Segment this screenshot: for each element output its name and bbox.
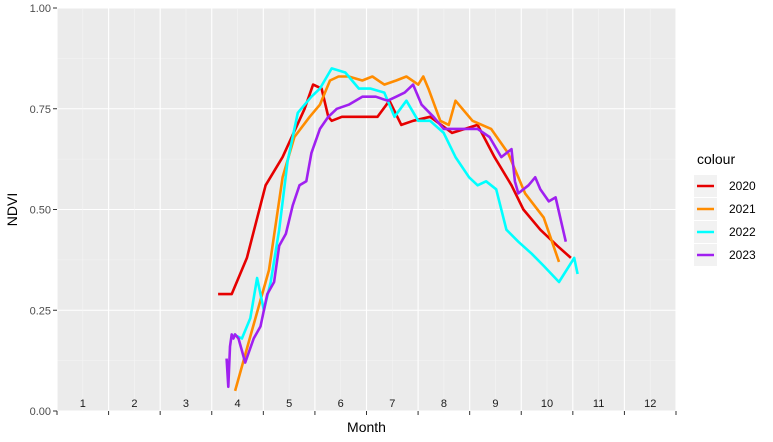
month-label: 10 bbox=[541, 398, 553, 410]
month-label: 2 bbox=[131, 398, 137, 410]
y-axis: 0.00 0.25 0.50 0.75 1.00 bbox=[30, 3, 57, 418]
legend-label: 2021 bbox=[729, 202, 756, 216]
series-line-2022 bbox=[232, 67, 579, 340]
y-tick-label: 0.25 bbox=[30, 305, 51, 317]
month-label: 12 bbox=[644, 398, 656, 410]
series-lines bbox=[218, 67, 579, 392]
x-axis bbox=[56, 411, 677, 415]
y-tick-label: 0.75 bbox=[30, 104, 51, 116]
y-tick-label: 1.00 bbox=[30, 3, 51, 15]
month-labels: 1 2 3 4 5 6 7 8 9 10 11 12 bbox=[80, 398, 657, 410]
month-label: 9 bbox=[492, 398, 498, 410]
legend-title: colour bbox=[697, 151, 735, 167]
month-label: 8 bbox=[441, 398, 447, 410]
series-line-2023 bbox=[225, 83, 568, 389]
legend-label: 2020 bbox=[729, 179, 756, 193]
x-axis-title: Month bbox=[347, 419, 386, 435]
month-label: 1 bbox=[80, 398, 86, 410]
series-line-2021 bbox=[233, 75, 561, 392]
y-tick-label: 0.50 bbox=[30, 205, 51, 217]
month-label: 11 bbox=[593, 398, 604, 410]
y-tick-label: 0.00 bbox=[30, 406, 51, 418]
series-line-2020 bbox=[218, 83, 572, 296]
legend-label: 2022 bbox=[729, 225, 756, 239]
month-label: 7 bbox=[389, 398, 395, 410]
month-label: 3 bbox=[183, 398, 189, 410]
legend: colour 2020 2021 2022 2023 bbox=[694, 151, 756, 266]
y-axis-title: NDVI bbox=[4, 193, 20, 226]
month-label: 6 bbox=[338, 398, 344, 410]
month-label: 4 bbox=[234, 398, 240, 410]
legend-label: 2023 bbox=[729, 248, 756, 262]
month-label: 5 bbox=[286, 398, 292, 410]
